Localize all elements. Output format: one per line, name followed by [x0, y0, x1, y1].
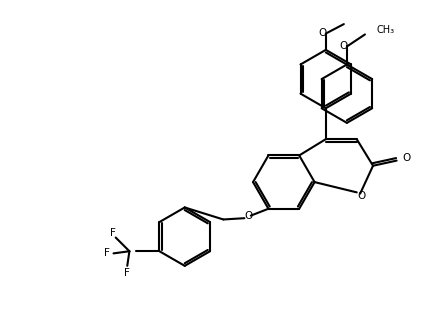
Text: O: O	[245, 212, 253, 221]
Text: O: O	[340, 41, 348, 51]
Text: O: O	[319, 28, 327, 38]
Text: O: O	[402, 153, 410, 164]
Text: CH₃: CH₃	[377, 25, 395, 35]
Text: F: F	[110, 228, 116, 238]
Text: O: O	[358, 191, 366, 201]
Text: F: F	[124, 268, 130, 278]
Text: F: F	[104, 248, 110, 258]
